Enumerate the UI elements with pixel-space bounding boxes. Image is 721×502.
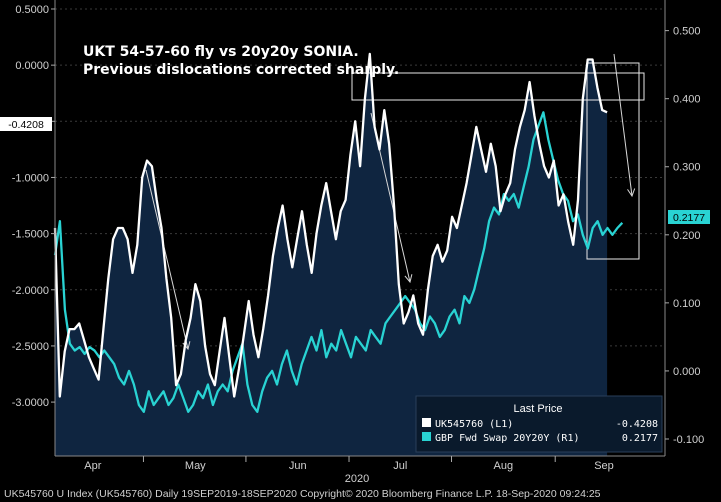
- legend-value-uk545760: -0.4208: [616, 419, 658, 430]
- left-tick-label: -2.5000: [12, 341, 49, 353]
- right-axis-ticks: 0.500 0.400 0.300 0.200 0.100 0.000 -0.100: [665, 26, 704, 446]
- right-tick-label: 0.500: [673, 26, 701, 38]
- left-tick-label: 0.5000: [15, 4, 49, 16]
- annotation-box-top: [351, 72, 645, 101]
- chart-title-line-2: Previous dislocations corrected sharply.: [83, 62, 399, 78]
- x-tick-label: Jul: [393, 460, 407, 472]
- left-tick-label: -2.0000: [12, 285, 49, 297]
- legend-value-gbp-fwd-swap: 0.2177: [622, 433, 658, 444]
- x-tick-label: Jun: [289, 460, 307, 472]
- x-tick-label: May: [185, 460, 206, 472]
- right-tick-label: 0.300: [673, 162, 701, 174]
- right-tick-label: 0.100: [673, 298, 701, 310]
- left-tick-label: -1.0000: [12, 172, 49, 184]
- last-value-tag-left: -0.4208: [0, 117, 52, 131]
- annotation-arrow: [613, 53, 636, 198]
- chart-title-line-1: UKT 54-57-60 fly vs 20y20y SONIA.: [83, 44, 359, 60]
- series-area-fill: [55, 53, 608, 457]
- x-year-label: 2020: [345, 473, 369, 485]
- left-tick-label: -3.0000: [12, 397, 49, 409]
- left-tick-label: 0.0000: [15, 60, 49, 72]
- svg-text:0.2177: 0.2177: [673, 212, 705, 224]
- legend-label-gbp-fwd-swap: GBP Fwd Swap 20Y20Y (R1): [435, 433, 580, 444]
- legend-heading: Last Price: [514, 403, 563, 415]
- legend-swatch-gbp-fwd-swap: [422, 432, 431, 441]
- right-tick-label: 0.200: [673, 230, 701, 242]
- x-tick-label: Aug: [494, 460, 514, 472]
- annotations: [145, 53, 645, 351]
- legend-label-uk545760: UK545760 (L1): [435, 419, 513, 430]
- svg-text:-0.4208: -0.4208: [8, 119, 44, 131]
- legend-swatch-uk545760: [422, 418, 431, 427]
- x-axis-ticks: Apr May Jun Jul Aug Sep: [84, 456, 614, 472]
- left-tick-label: -1.5000: [12, 229, 49, 241]
- series-line-gbp-fwd-swap: [53, 111, 624, 413]
- right-tick-label: -0.100: [673, 434, 704, 446]
- right-tick-label: 0.000: [673, 366, 701, 378]
- x-tick-label: Sep: [594, 460, 614, 472]
- chart-footer: UK545760 U Index (UK545760) Daily 19SEP2…: [4, 488, 601, 500]
- right-tick-label: 0.400: [673, 94, 701, 106]
- last-value-tag-right: 0.2177: [668, 210, 710, 224]
- x-tick-label: Apr: [84, 460, 101, 472]
- legend: Last Price UK545760 (L1) -0.4208 GBP Fwd…: [415, 395, 663, 453]
- series-line-uk545760: [53, 52, 608, 398]
- annotation-box-recent: [586, 62, 640, 260]
